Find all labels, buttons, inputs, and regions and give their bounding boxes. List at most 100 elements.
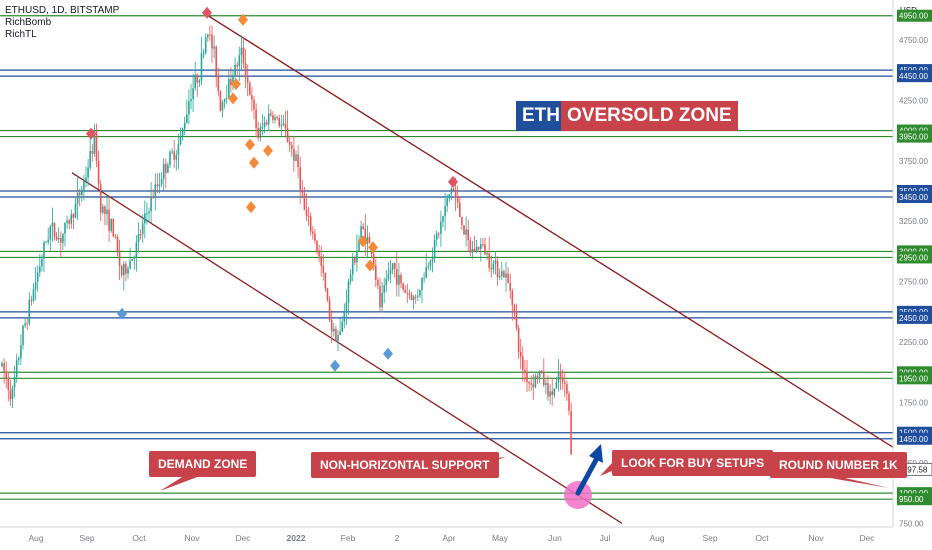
sell-signal-marker — [245, 138, 255, 151]
time-tick-label: Nov — [184, 533, 200, 543]
candle-body — [358, 239, 360, 251]
time-tick-label: Sep — [79, 533, 94, 543]
candle-body — [274, 117, 276, 121]
candle-body — [244, 63, 247, 78]
candle-body — [135, 242, 138, 258]
sell-signal-marker — [365, 259, 375, 272]
buy-signal-marker — [117, 307, 127, 320]
level-label-bg — [897, 372, 932, 385]
candle-body — [213, 46, 215, 49]
candle-body — [341, 321, 343, 332]
candle-body — [421, 277, 423, 290]
indicator-richtl[interactable]: RichTL — [5, 29, 37, 40]
candle-body — [11, 387, 14, 399]
candle-body — [498, 276, 501, 278]
candle-body — [162, 163, 165, 179]
candle-body — [322, 265, 325, 273]
candle-body — [152, 196, 154, 198]
candle-body — [377, 279, 379, 286]
candle-body — [425, 267, 427, 278]
candle-body — [316, 240, 318, 251]
candle-body — [568, 393, 570, 411]
candle-body — [333, 328, 335, 332]
candle-body — [62, 233, 64, 243]
candle-body — [396, 268, 398, 285]
candle-body — [91, 151, 94, 154]
candle-body — [45, 242, 47, 244]
candle-body — [137, 234, 140, 243]
candle-body — [444, 205, 446, 216]
candle-body — [433, 239, 436, 257]
candle-body — [362, 226, 364, 230]
time-tick-label: Dec — [235, 533, 251, 543]
candle-body — [219, 91, 222, 111]
candle-body — [253, 99, 255, 110]
candle-body — [83, 180, 85, 190]
candle-body — [215, 46, 217, 76]
candle-body — [131, 258, 133, 261]
candle-body — [24, 323, 26, 326]
candle-body — [320, 256, 322, 266]
price-tick-label: 2750.00 — [899, 278, 928, 287]
candle-body — [160, 178, 163, 185]
candle-body — [238, 55, 241, 67]
candle-body — [204, 37, 207, 53]
candle-body — [538, 370, 541, 378]
candle-body — [480, 244, 482, 250]
candle-body — [276, 117, 278, 119]
candle-body — [70, 214, 73, 224]
candle-body — [330, 319, 333, 332]
candle-body — [307, 215, 310, 217]
candle-body — [13, 377, 16, 388]
round-number-callout: ROUND NUMBER 1K — [770, 452, 907, 478]
candle-body — [423, 277, 425, 279]
candle-body — [34, 282, 37, 290]
price-tick-label: 3250.00 — [899, 217, 928, 226]
candle-body — [305, 209, 308, 216]
candle-body — [469, 240, 472, 253]
candle-body — [196, 74, 199, 83]
candle-body — [381, 292, 383, 308]
candle-body — [347, 281, 350, 303]
candle-body — [385, 278, 388, 286]
signal-markers-layer — [86, 6, 458, 372]
level-label-bg — [897, 493, 932, 506]
candle-body — [303, 193, 306, 210]
candle-body — [78, 192, 81, 196]
candle-body — [484, 244, 486, 255]
candle-body — [41, 258, 43, 267]
candle-body — [190, 98, 192, 102]
candle-body — [309, 216, 312, 232]
sell-signal-marker — [368, 241, 378, 254]
lower-trendline — [71, 172, 623, 524]
candle-body — [519, 351, 522, 357]
current-price-label: 1197.58 — [899, 465, 928, 474]
candle-body — [559, 372, 562, 380]
candles-layer — [1, 25, 572, 455]
buy-pointer — [600, 463, 612, 476]
candle-body — [169, 152, 171, 165]
time-tick-label: May — [492, 533, 509, 543]
indicator-richbomb[interactable]: RichBomb — [5, 17, 52, 28]
candle-body — [429, 260, 432, 267]
candle-body — [566, 383, 568, 394]
candle-body — [51, 222, 54, 227]
candle-body — [114, 236, 117, 238]
candle-body — [141, 223, 144, 235]
sell-signal-marker — [358, 235, 368, 248]
candle-body — [517, 327, 520, 352]
candle-body — [53, 222, 56, 237]
candle-body — [326, 288, 329, 301]
candle-body — [186, 114, 188, 123]
candle-body — [265, 122, 268, 125]
candle-body — [68, 220, 70, 224]
level-label: 4450.00 — [899, 72, 928, 81]
candle-body — [404, 289, 406, 293]
candle-body — [240, 47, 243, 56]
candle-body — [257, 128, 259, 138]
candle-body — [398, 274, 400, 285]
candle-body — [217, 75, 220, 92]
candle-body — [293, 148, 295, 161]
candle-body — [446, 198, 448, 206]
